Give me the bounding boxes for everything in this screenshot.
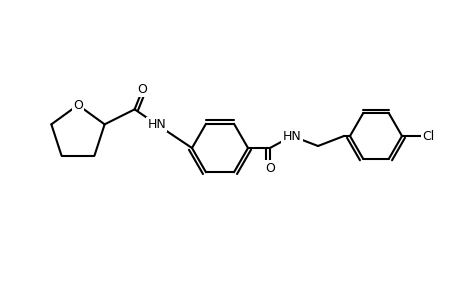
- Text: HN: HN: [147, 118, 166, 131]
- Text: Cl: Cl: [421, 130, 433, 142]
- Text: HN: HN: [282, 130, 301, 142]
- Text: O: O: [73, 98, 83, 112]
- Text: O: O: [137, 83, 147, 96]
- Text: O: O: [264, 161, 274, 175]
